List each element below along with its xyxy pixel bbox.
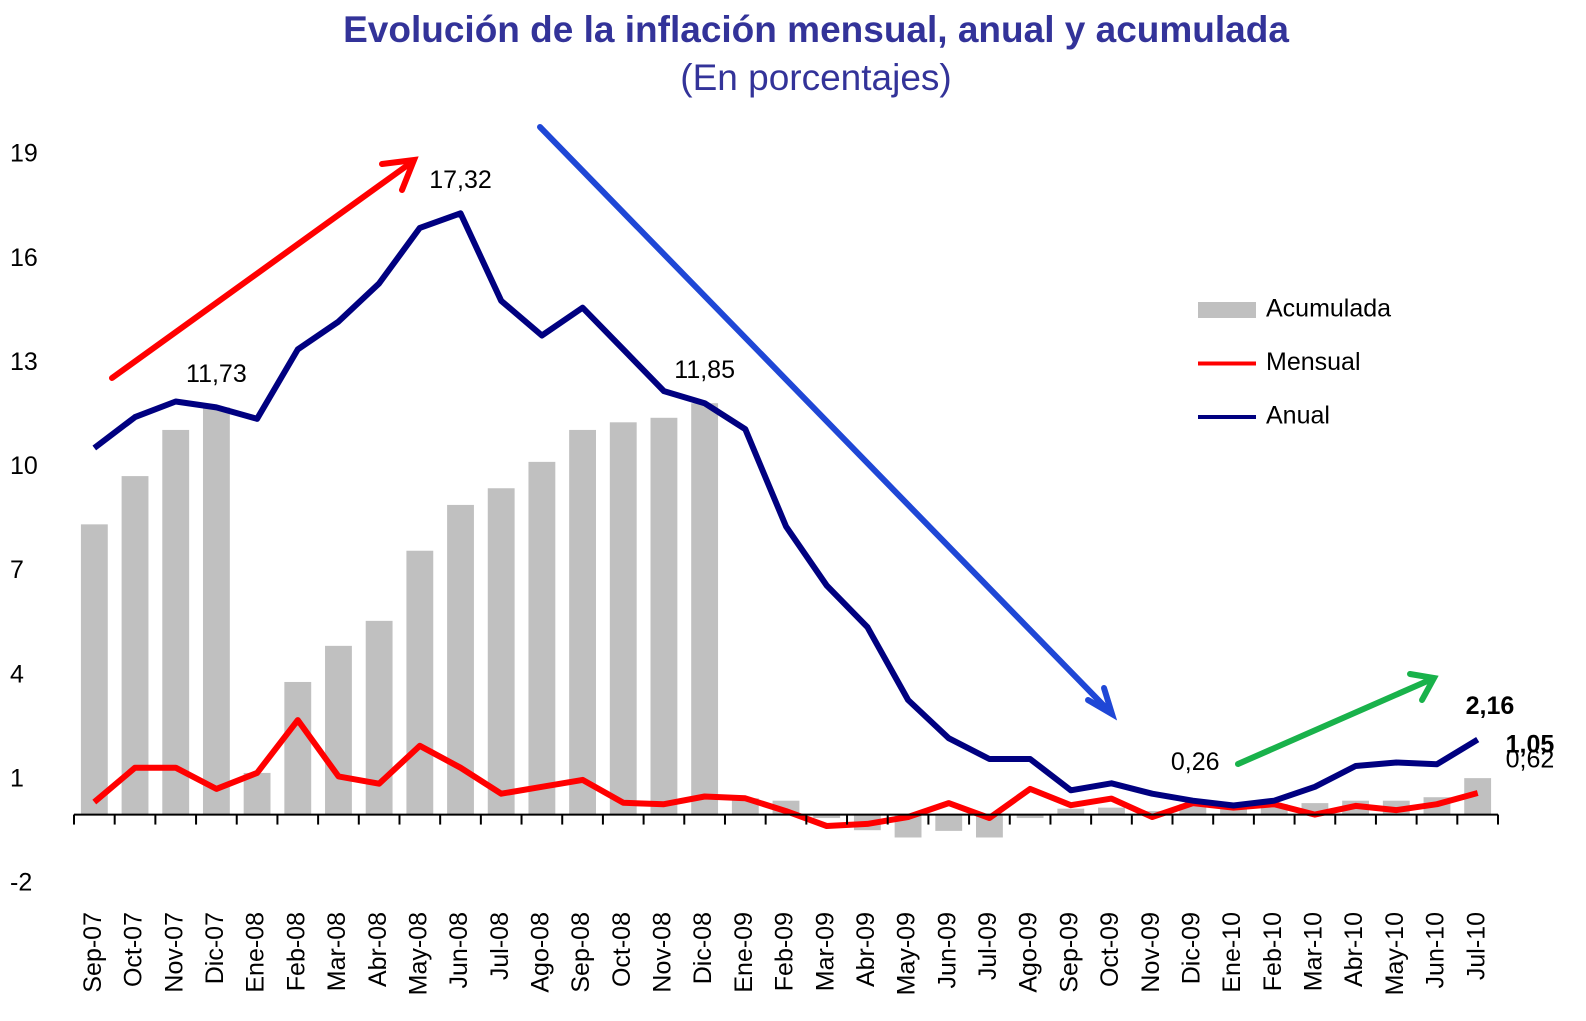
x-tick-label: Jul-09 (974, 912, 1002, 980)
bar (976, 814, 1003, 838)
arrow-down-blue (537, 124, 1113, 715)
bar (284, 681, 312, 815)
line-series (92, 210, 1480, 809)
legend-label: Acumulada (1266, 295, 1391, 323)
bar (406, 550, 434, 815)
bar (1260, 804, 1288, 815)
x-tick-label: Jun-08 (445, 912, 473, 988)
y-tick-label: 16 (10, 244, 38, 272)
value-label: 11,73 (186, 360, 247, 388)
value-label: 11,85 (674, 356, 735, 384)
chart-title: Evolución de la inflación mensual, anual… (343, 9, 1289, 50)
value-label: 0,62 (1506, 746, 1555, 774)
bar (1179, 804, 1207, 815)
trend-arrows (109, 124, 1439, 767)
x-tick-label: Oct-07 (120, 912, 148, 987)
x-tick-label: Abr-10 (1340, 912, 1368, 987)
x-tick-label: Feb-08 (282, 912, 310, 991)
x-tick-label: Ago-09 (1015, 912, 1043, 993)
y-tick-label: 4 (10, 660, 24, 688)
y-tick-label: 7 (10, 556, 24, 584)
lines (92, 210, 1480, 829)
x-tick-label: Sep-08 (567, 912, 595, 993)
x-tick-label: May-09 (893, 912, 921, 995)
x-tick-label: Sep-07 (79, 912, 107, 993)
bar (569, 429, 596, 815)
x-tick-label: Mar-10 (1300, 912, 1328, 991)
legend-label: Anual (1266, 402, 1330, 430)
x-tick-label: May-08 (404, 912, 432, 995)
arrowhead-green (1407, 671, 1439, 703)
bar (1016, 814, 1044, 819)
x-tick-label: Dic-08 (689, 912, 717, 984)
bar (1057, 808, 1085, 815)
bar (691, 403, 719, 815)
bar (650, 417, 678, 815)
x-tick-label: Mar-08 (323, 912, 351, 991)
x-tick-label: Mar-09 (811, 912, 839, 991)
arrowhead-red (379, 156, 419, 193)
x-tick-label: Jun-10 (1422, 912, 1450, 988)
bar (243, 772, 271, 815)
x-tick-label: Oct-08 (608, 912, 636, 987)
arrow-up-red (109, 159, 415, 381)
y-tick-label: 19 (10, 140, 38, 168)
x-tick-label: Sep-09 (1055, 912, 1083, 993)
value-label: 2,16 (1466, 692, 1515, 720)
y-tick-label: -2 (10, 869, 32, 897)
x-tick-label: Ene-10 (1218, 912, 1246, 993)
x-tick-label: Ene-08 (242, 912, 270, 993)
x-tick-label: Ene-09 (730, 912, 758, 993)
bar (1138, 811, 1166, 815)
bar (1301, 803, 1329, 815)
value-label: 17,32 (429, 166, 492, 194)
x-tick-label: May-10 (1381, 912, 1409, 995)
legend-swatch (1198, 302, 1256, 318)
x-tick-label: Abr-08 (364, 912, 392, 987)
bar (528, 461, 556, 815)
x-tick-label: Jul-08 (486, 912, 514, 980)
bar (80, 524, 108, 815)
x-tick-label: Ago-08 (526, 912, 554, 993)
x-tick-label: Oct-09 (1096, 912, 1124, 987)
y-tick-label: 10 (10, 452, 38, 480)
bar (202, 407, 230, 815)
x-tick-label: Nov-09 (1137, 912, 1165, 993)
bar (813, 814, 841, 819)
y-tick-label: 13 (10, 348, 38, 376)
legend-label: Mensual (1266, 348, 1361, 376)
value-label: 0,26 (1171, 748, 1220, 776)
bar (162, 429, 190, 815)
bar (609, 422, 637, 815)
x-tick-label: Dic-07 (201, 912, 229, 984)
arrow-up-green (1235, 676, 1435, 767)
x-tick-label: Nov-08 (649, 912, 677, 993)
bar (487, 488, 515, 815)
bar (935, 814, 963, 831)
chart-subtitle: (En porcentajes) (680, 57, 951, 98)
arrowhead-blue (1085, 685, 1118, 721)
x-tick-label: Nov-07 (160, 912, 188, 993)
x-tick-label: Abr-09 (852, 912, 880, 987)
bar (1098, 807, 1125, 815)
x-tick-label: Feb-10 (1259, 912, 1287, 991)
x-tick-label: Feb-09 (771, 912, 799, 991)
x-tick-label: Jun-09 (933, 912, 961, 988)
y-tick-label: 1 (10, 764, 24, 792)
x-tick-label: Dic-09 (1177, 912, 1205, 984)
bar (325, 645, 352, 815)
x-tick-label: Jul-10 (1462, 912, 1490, 980)
value-label: 1,05 (1506, 731, 1555, 759)
bars (80, 403, 1492, 838)
bar (1220, 807, 1247, 815)
bar (121, 476, 149, 815)
